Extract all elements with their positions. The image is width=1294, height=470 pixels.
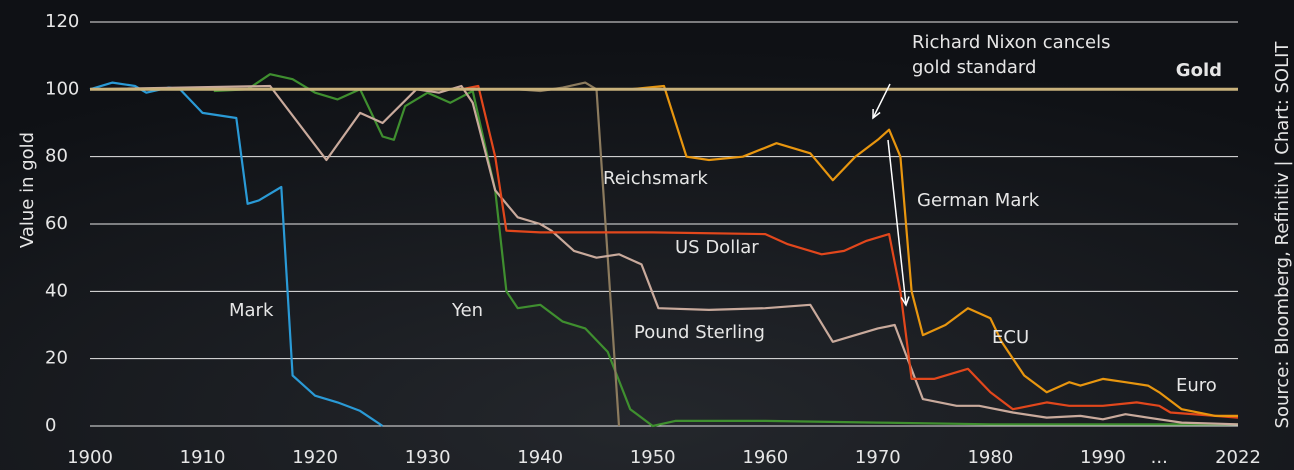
series-line bbox=[213, 73, 1238, 428]
series-line bbox=[630, 84, 1238, 417]
series-label: German Mark bbox=[917, 190, 1040, 211]
x-tick-label: 1910 bbox=[180, 447, 226, 468]
series-label: Pound Sterling bbox=[634, 322, 765, 343]
y-tick-label: 120 bbox=[45, 11, 79, 32]
series-label: US Dollar bbox=[675, 237, 759, 258]
x-tick-label: ... bbox=[1151, 447, 1168, 468]
annotation: ECU bbox=[992, 327, 1029, 348]
x-tick-label: 1900 bbox=[67, 447, 113, 468]
annotation-line: Richard Nixon cancels bbox=[912, 32, 1110, 53]
x-tick-label: 1960 bbox=[742, 447, 788, 468]
x-tick-label: 1940 bbox=[517, 447, 563, 468]
series-label: Gold bbox=[1176, 60, 1222, 81]
y-tick-label: 80 bbox=[45, 146, 68, 167]
y-tick-label: 100 bbox=[45, 78, 79, 99]
y-axis-label: Value in gold bbox=[17, 132, 38, 248]
arrow bbox=[872, 83, 891, 119]
series-label: Mark bbox=[229, 300, 274, 321]
x-tick-label: 1990 bbox=[1080, 447, 1126, 468]
y-tick-label: 20 bbox=[45, 348, 68, 369]
annotation: Richard Nixon cancels gold standard bbox=[912, 32, 1110, 78]
arrow-head bbox=[872, 108, 881, 120]
arrow-head bbox=[900, 296, 910, 307]
source: Source: Bloomberg, Refinitiv | Chart: SO… bbox=[1272, 41, 1293, 429]
x-tick-label: 1930 bbox=[405, 447, 451, 468]
series-label: Reichsmark bbox=[603, 168, 708, 189]
x-tick-label: 2022 bbox=[1215, 447, 1261, 468]
arrow bbox=[887, 139, 907, 306]
series-line bbox=[89, 84, 1239, 426]
x-tick-label: 1980 bbox=[967, 447, 1013, 468]
annotation-line: gold standard bbox=[912, 57, 1036, 78]
x-tick-label: 1950 bbox=[630, 447, 676, 468]
series-line bbox=[461, 84, 1239, 419]
x-tick-label: 1970 bbox=[855, 447, 901, 468]
series-label: Yen bbox=[451, 300, 483, 321]
y-tick-label: 40 bbox=[45, 280, 68, 301]
y-tick-label: 60 bbox=[45, 213, 68, 234]
annotation: Euro bbox=[1176, 375, 1217, 396]
x-tick-label: 1920 bbox=[292, 447, 338, 468]
y-tick-label: 0 bbox=[45, 415, 56, 436]
